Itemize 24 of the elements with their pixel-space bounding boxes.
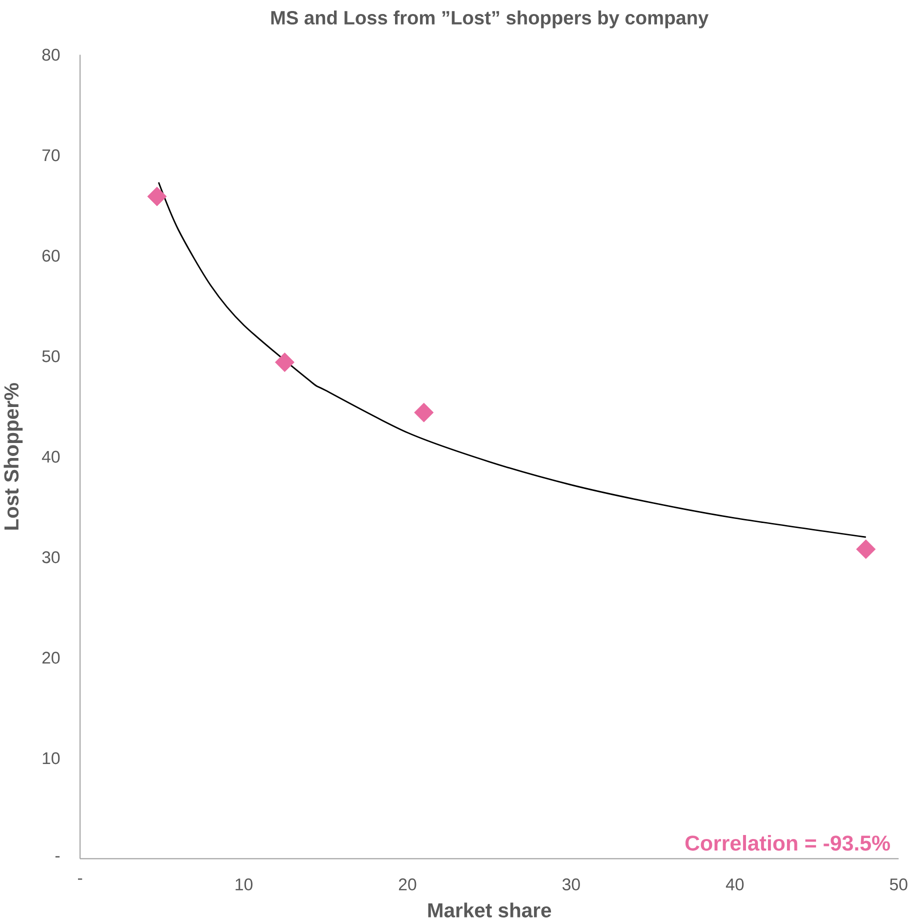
x-tick-label: 20: [398, 878, 416, 890]
annotation: Correlation = -93.5%: [685, 834, 890, 851]
y-axis-title: Lost Shopper%: [4, 382, 23, 530]
x-tick-label: 40: [726, 878, 744, 890]
y-tick-label: 30: [42, 551, 60, 564]
y-tick-label: 20: [42, 652, 60, 664]
y-tick-label: 10: [42, 752, 60, 764]
chart-title: MS and Loss from ”Lost” shoppers by company: [271, 10, 709, 28]
y-tick-label: 40: [42, 450, 60, 463]
x-axis-title: Market share: [428, 902, 552, 918]
y-tick-label: 70: [42, 149, 60, 162]
y-tick-label: 80: [42, 48, 60, 61]
x-tick-label: 50: [890, 878, 908, 890]
x-tick-label: 10: [236, 878, 252, 890]
y-tick-label: 50: [42, 350, 60, 362]
line-series: [158, 182, 867, 538]
point: [274, 352, 294, 372]
y-tick-label: 60: [42, 250, 60, 262]
x-tick-label: -: [78, 878, 82, 880]
point: [414, 402, 434, 422]
point: [856, 539, 876, 559]
y-tick-label: -: [55, 856, 60, 858]
point: [147, 186, 167, 206]
x-tick-label: 30: [562, 878, 580, 890]
